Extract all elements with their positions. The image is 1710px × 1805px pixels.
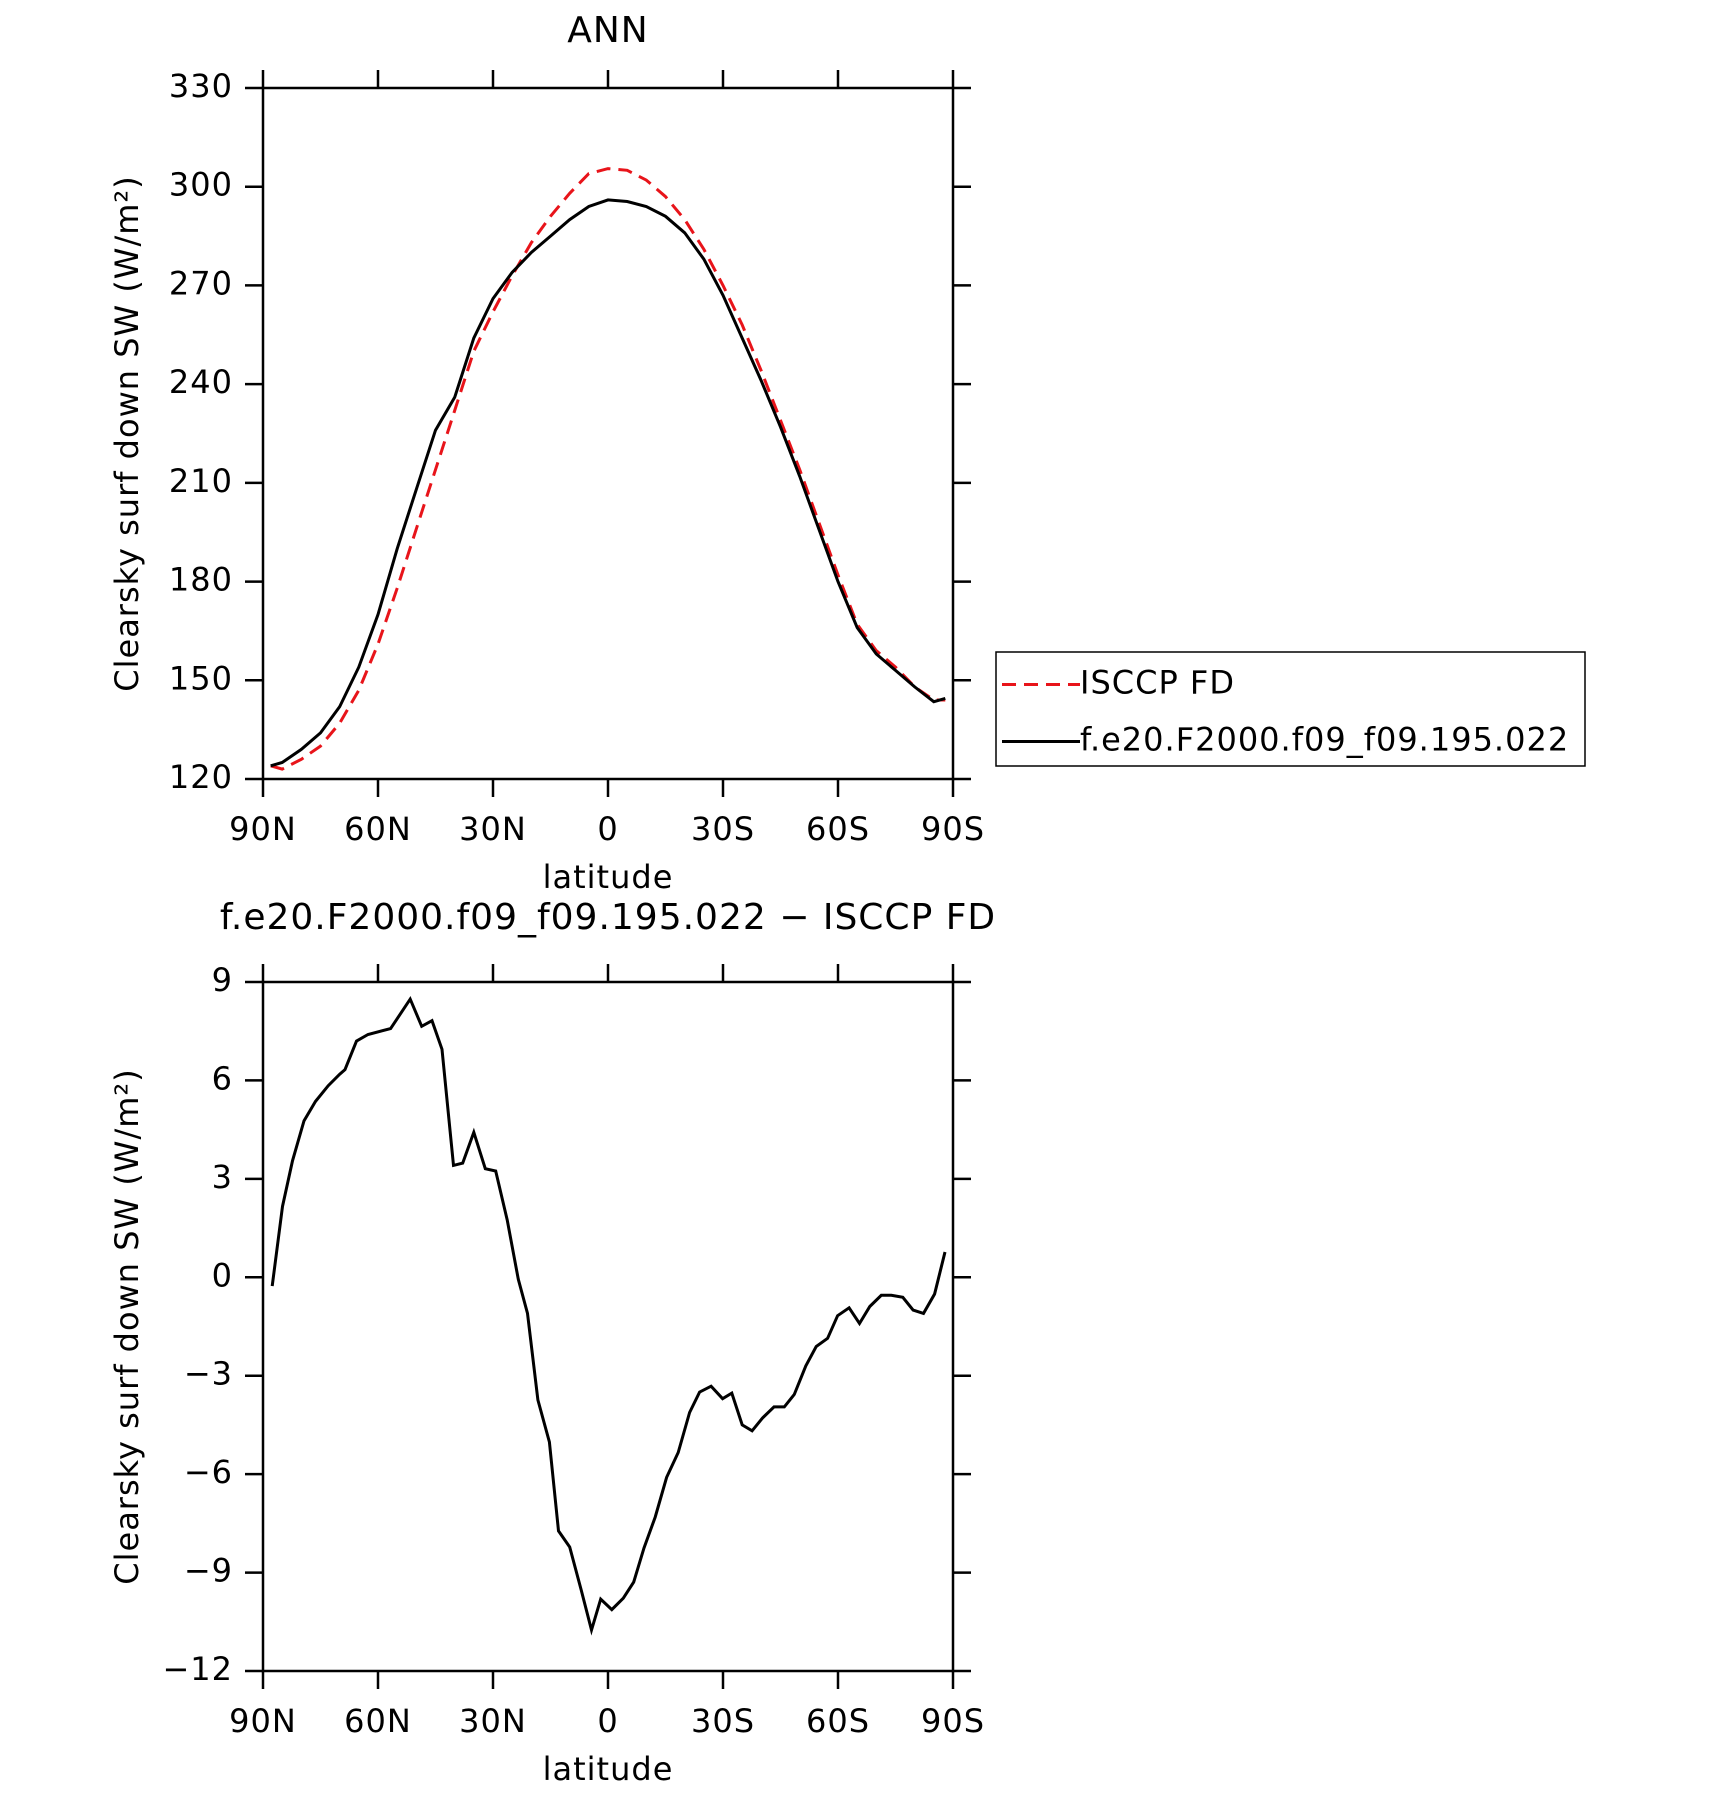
y-tick-label: −9 <box>184 1552 233 1590</box>
x-tick-label: 60N <box>344 1702 412 1740</box>
x-tick-label: 90N <box>229 810 297 848</box>
plot-frame <box>261 980 955 1673</box>
y-axis-label: Clearsky surf down SW (W/m²) <box>108 175 146 691</box>
y-tick-label: 270 <box>169 264 233 302</box>
data-line <box>270 995 947 1636</box>
legend-label: f.e20.F2000.f09_f09.195.022 <box>1080 721 1569 759</box>
y-tick-label: 6 <box>212 1059 233 1097</box>
y-tick-label: 330 <box>169 67 233 105</box>
y-tick-label: −3 <box>184 1355 233 1393</box>
y-tick-label: 300 <box>169 166 233 204</box>
x-tick-label: 30S <box>691 810 755 848</box>
x-tick-label: 30N <box>459 1702 527 1740</box>
legend-box <box>995 651 1586 767</box>
y-tick-label: 210 <box>169 462 233 500</box>
y-tick-label: 150 <box>169 659 233 697</box>
y-tick-label: 9 <box>212 961 233 999</box>
y-tick-label: 0 <box>212 1256 233 1294</box>
x-tick-label: 30N <box>459 810 527 848</box>
y-tick-label: 120 <box>169 758 233 796</box>
y-axis-label: Clearsky surf down SW (W/m²) <box>108 1068 146 1584</box>
y-tick-label: 240 <box>169 363 233 401</box>
x-axis-label: latitude <box>543 1750 674 1788</box>
x-tick-label: 30S <box>691 1702 755 1740</box>
x-tick-label: 90S <box>921 810 985 848</box>
x-tick-label: 0 <box>597 1702 618 1740</box>
x-tick-label: 60S <box>806 1702 870 1740</box>
x-tick-label: 90S <box>921 1702 985 1740</box>
y-tick-label: −12 <box>162 1650 233 1688</box>
x-tick-label: 90N <box>229 1702 297 1740</box>
x-tick-label: 60N <box>344 810 412 848</box>
x-tick-label: 0 <box>597 810 618 848</box>
x-axis-label: latitude <box>543 858 674 896</box>
chart-title: ANN <box>567 10 649 51</box>
data-line <box>270 198 946 768</box>
legend-label: ISCCP FD <box>1080 664 1235 702</box>
y-tick-label: 180 <box>169 561 233 599</box>
chart-title: f.e20.F2000.f09_f09.195.022 − ISCCP FD <box>220 897 996 938</box>
x-tick-label: 60S <box>806 810 870 848</box>
y-tick-label: 3 <box>212 1158 233 1196</box>
y-tick-label: −6 <box>184 1453 233 1491</box>
data-line <box>270 167 946 771</box>
